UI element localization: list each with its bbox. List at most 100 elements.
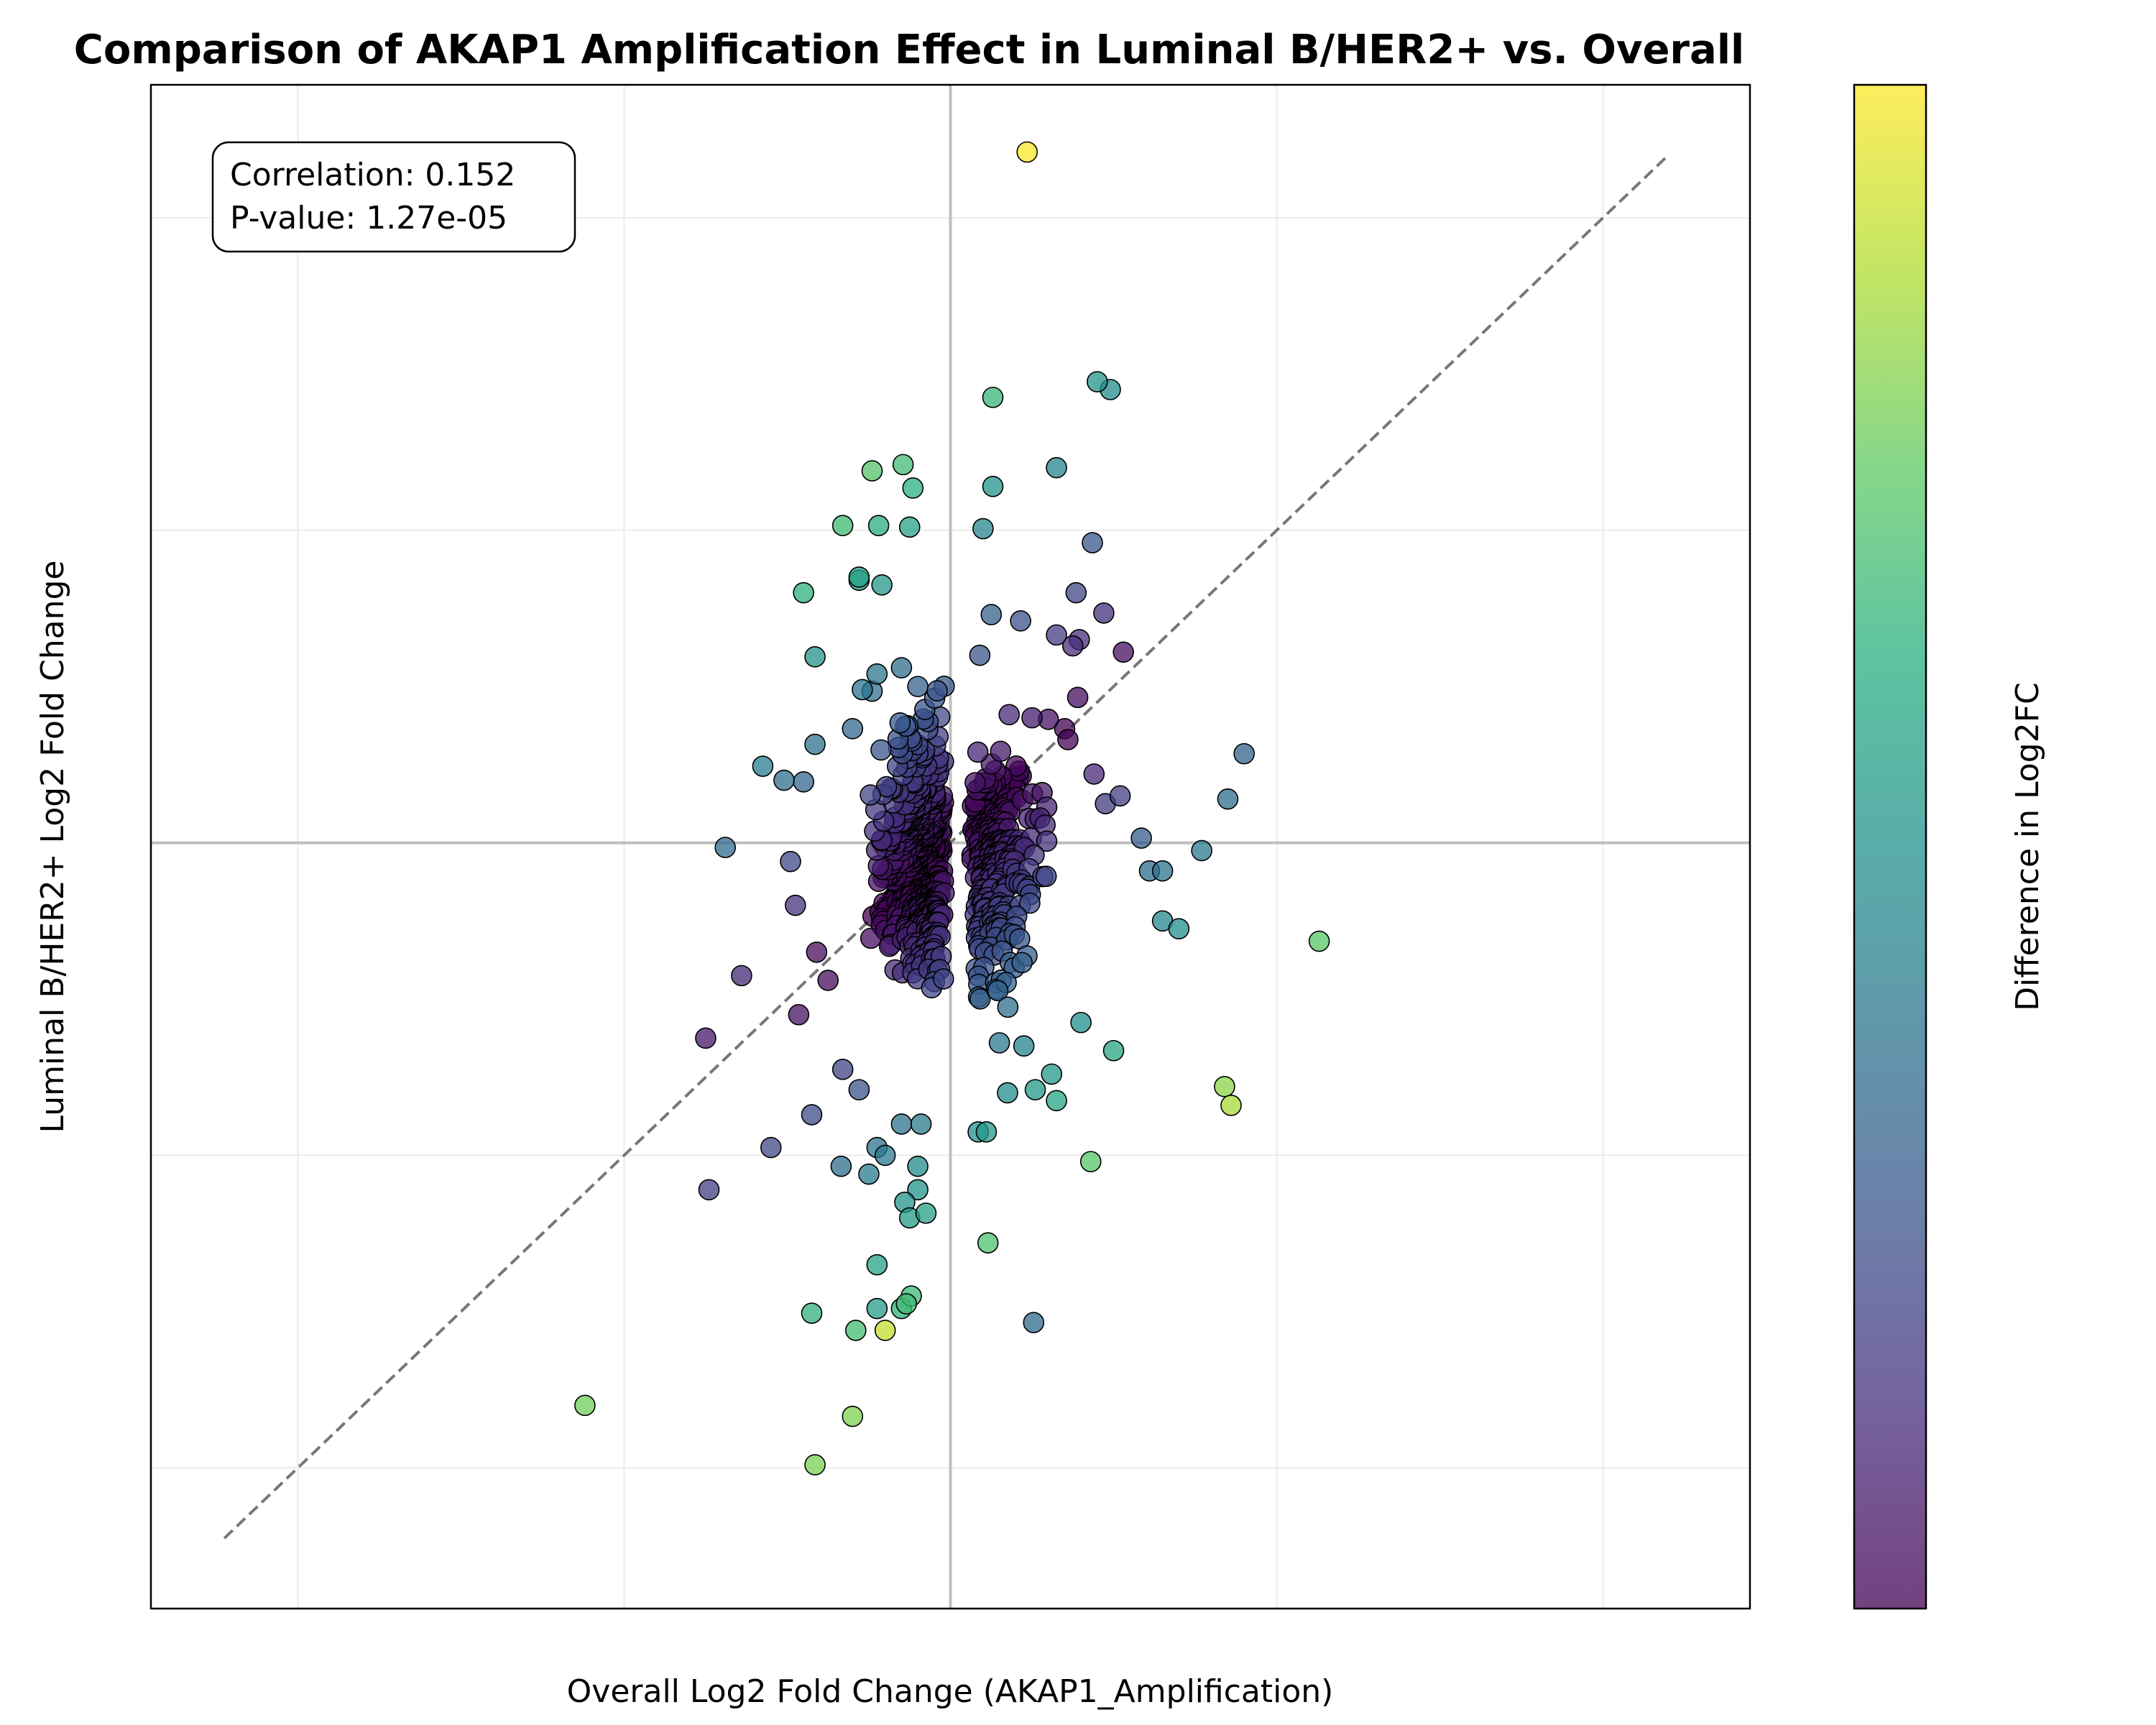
data-point — [987, 980, 1009, 1002]
x-axis-label: Overall Log2 Fold Change (AKAP1_Amplific… — [567, 1673, 1334, 1710]
data-point — [997, 1082, 1018, 1104]
data-point — [1083, 763, 1105, 785]
data-point — [1191, 840, 1212, 862]
data-point — [1233, 742, 1255, 765]
data-point — [1112, 641, 1134, 663]
data-point — [785, 894, 806, 916]
pvalue-text: P-value: 1.27e-05 — [230, 200, 507, 236]
data-point — [801, 1104, 823, 1126]
data-point — [842, 1405, 864, 1427]
stats-box-frame — [211, 141, 576, 253]
colorbar: Difference in Log2FC — [1853, 83, 2046, 1610]
data-point — [801, 1302, 823, 1324]
data-point — [890, 1113, 913, 1135]
data-point — [871, 574, 893, 596]
data-point — [1023, 1312, 1045, 1333]
data-point — [845, 1320, 867, 1341]
data-point — [1067, 686, 1089, 709]
data-point — [804, 646, 826, 668]
data-point — [1046, 456, 1067, 479]
data-point — [915, 1202, 937, 1224]
data-point — [793, 581, 814, 604]
data-point — [861, 460, 883, 482]
data-point — [831, 1059, 854, 1080]
data-point — [932, 968, 954, 990]
data-point — [1005, 755, 1027, 777]
data-point — [1010, 610, 1031, 632]
data-point — [1220, 1095, 1242, 1116]
data-point — [1024, 1079, 1046, 1100]
data-point — [760, 1136, 782, 1159]
data-point — [848, 566, 870, 588]
data-point — [866, 1297, 888, 1320]
data-point — [1019, 892, 1041, 914]
data-point — [1041, 1063, 1063, 1085]
data-point — [804, 733, 826, 755]
data-point — [907, 1179, 929, 1201]
data-point — [1061, 635, 1084, 657]
data-point — [907, 676, 929, 697]
data-point — [907, 1155, 929, 1177]
data-point — [926, 680, 948, 702]
data-point — [997, 996, 1019, 1018]
data-point — [1016, 141, 1038, 163]
data-point — [806, 941, 828, 963]
data-point — [969, 988, 991, 1010]
data-point — [848, 1079, 870, 1100]
data-point — [980, 604, 1003, 625]
data-point — [714, 837, 736, 858]
data-point — [1217, 788, 1239, 810]
data-point — [1036, 830, 1058, 852]
data-point — [1102, 1039, 1125, 1062]
colorbar-label: Difference in Log2FC — [2009, 682, 2046, 1011]
data-point — [1130, 827, 1152, 849]
data-point — [831, 515, 854, 536]
data-point — [982, 476, 1004, 497]
data-point — [773, 769, 795, 791]
data-point — [898, 516, 921, 538]
data-point — [752, 755, 774, 777]
data-point — [892, 454, 914, 476]
data-point — [1046, 1090, 1067, 1112]
data-point — [982, 387, 1004, 408]
data-point — [867, 515, 890, 536]
data-point — [788, 1003, 810, 1026]
identity-diagonal — [223, 154, 1669, 1540]
data-point — [910, 1113, 932, 1135]
data-point — [731, 965, 752, 987]
data-point — [866, 663, 888, 685]
data-point — [1021, 707, 1043, 729]
data-point — [964, 772, 986, 794]
data-point — [874, 1320, 896, 1341]
data-point — [967, 741, 989, 763]
data-point — [695, 1027, 717, 1049]
data-point — [1013, 1035, 1035, 1057]
data-point — [804, 1454, 826, 1476]
data-point — [1214, 1075, 1235, 1098]
data-point — [988, 1032, 1010, 1054]
data-point — [1079, 1151, 1102, 1172]
data-point — [1082, 532, 1103, 553]
data-point — [1087, 371, 1108, 392]
data-point — [866, 1254, 888, 1276]
colorbar-bar — [1853, 83, 1927, 1610]
data-point — [793, 770, 814, 793]
data-point — [1093, 602, 1115, 624]
data-point — [895, 1293, 917, 1315]
correlation-text: Correlation: 0.152 — [230, 157, 515, 193]
data-point — [889, 712, 911, 734]
y-axis-label: Luminal B/HER2+ Log2 Fold Change — [34, 561, 71, 1133]
data-point — [842, 718, 864, 740]
data-point — [1046, 624, 1067, 646]
data-point — [1011, 952, 1033, 974]
data-point — [1035, 865, 1057, 887]
data-point — [858, 1163, 880, 1185]
data-point — [1070, 1011, 1092, 1034]
data-point — [998, 704, 1021, 726]
data-point — [969, 644, 991, 666]
data-point — [780, 850, 801, 873]
stats-box: Correlation: 0.152 P-value: 1.27e-05 — [211, 141, 576, 253]
data-point — [890, 657, 913, 678]
data-point — [972, 518, 994, 540]
